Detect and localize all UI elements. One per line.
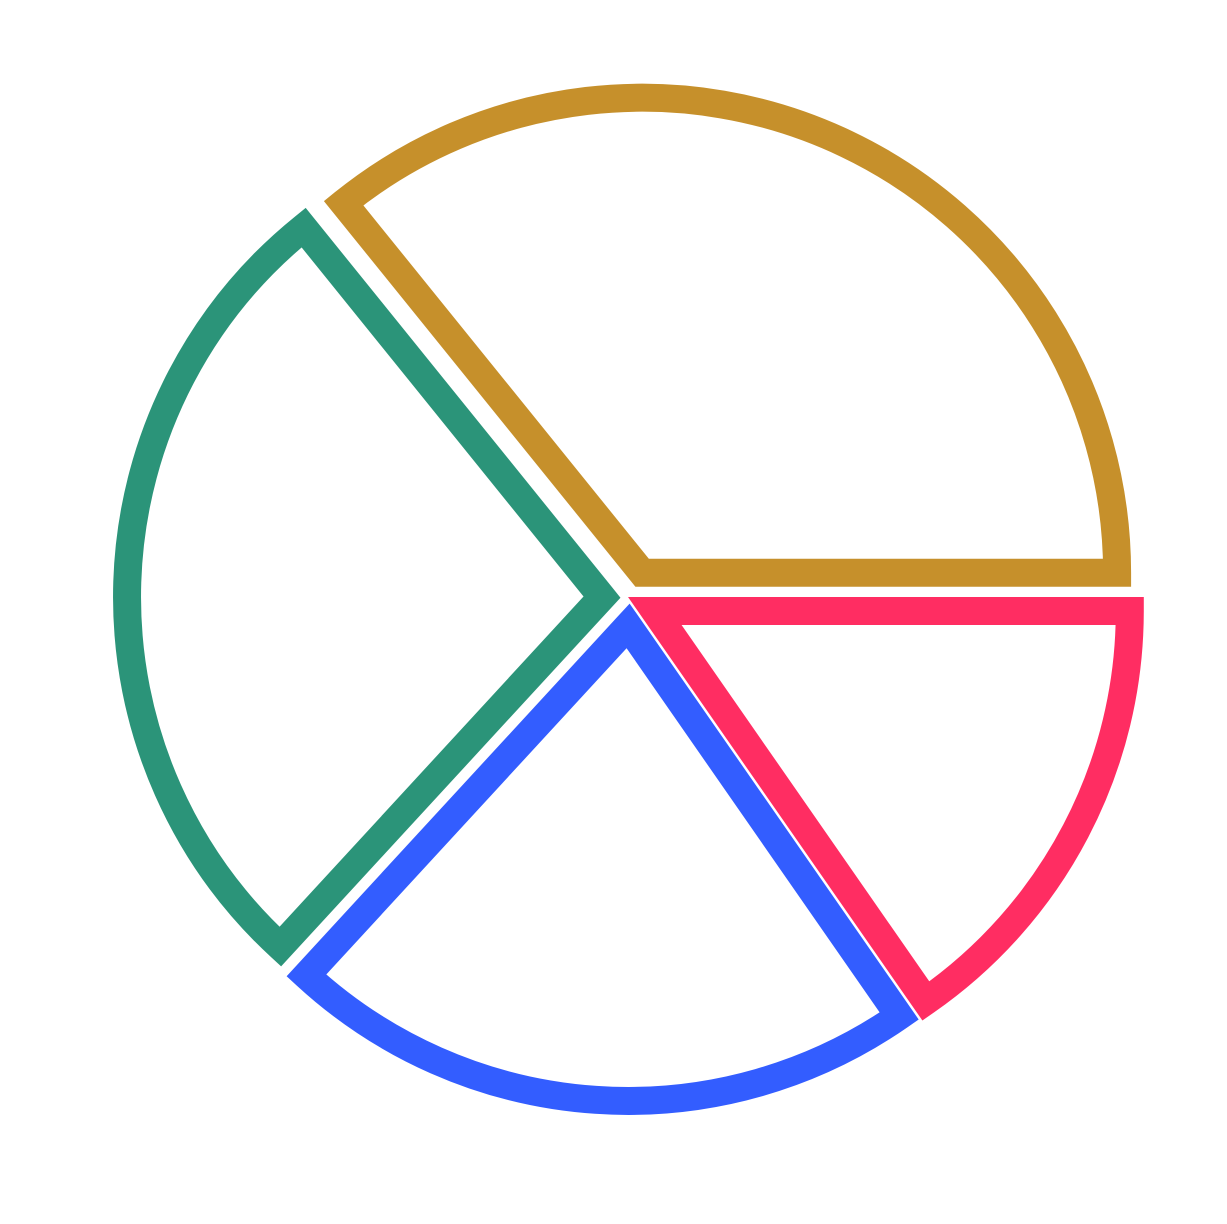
pie-slice-4: [628, 597, 1144, 1021]
pie-slices: [113, 83, 1144, 1115]
pie-slice-2: [113, 207, 621, 967]
pie-slice-3: [286, 603, 919, 1115]
pie-slice-1: [323, 83, 1132, 587]
